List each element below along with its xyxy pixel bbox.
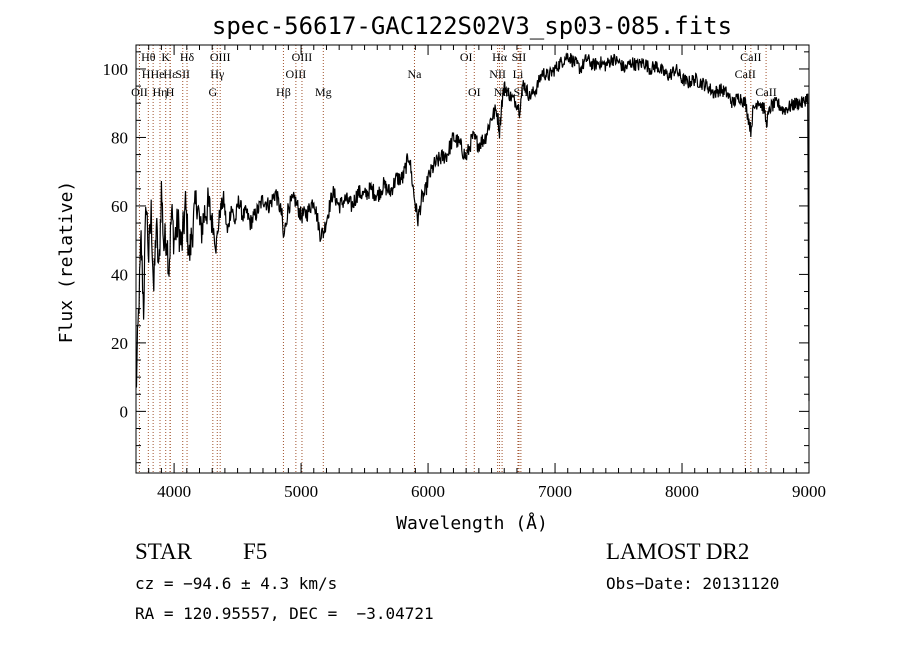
x-tick-label: 7000 (538, 482, 572, 501)
object-subclass: F5 (243, 539, 268, 564)
spectral-line-label: Hε (163, 67, 177, 81)
spectral-line-label: G (208, 85, 217, 99)
spectral-line-label: OIII (286, 67, 307, 81)
observation-date: Obs−Date: 20131120 (606, 574, 780, 593)
spectral-line-label: CaII (755, 85, 776, 99)
spectral-line-label: OII (131, 85, 148, 99)
y-tick-label: 40 (111, 265, 128, 284)
spectral-line-markers (138, 45, 767, 473)
y-tick-label: 80 (111, 128, 128, 147)
y-tick-label: 0 (120, 402, 129, 421)
spectral-line-label: HHe (142, 67, 165, 81)
y-tick-label: 60 (111, 197, 128, 216)
coordinates: RA = 120.95557, DEC = −3.04721 (135, 604, 434, 623)
spectral-line-label: Li (513, 67, 524, 81)
object-class: STAR (135, 539, 192, 564)
plot-frame (135, 44, 810, 474)
spectral-line-label: CaII (735, 67, 756, 81)
spectral-line-label: SII (512, 50, 527, 64)
spectral-line-label: H (166, 85, 175, 99)
spectral-line-label: Hδ (180, 50, 195, 64)
spectral-line-label: Hη (153, 85, 168, 99)
axis-ticks: 4000 5000 6000 7000 8000 9000 0 20 40 60 80 100 (103, 45, 826, 501)
spectral-line-label: Na (407, 67, 422, 81)
x-tick-label: 8000 (665, 482, 699, 501)
survey-label: LAMOST DR2 (606, 539, 750, 564)
x-axis-label: Wavelength (Å) (396, 512, 548, 534)
spectral-line-label: OI (460, 50, 473, 64)
y-tick-label: 20 (111, 334, 128, 353)
x-tick-label: 4000 (157, 482, 191, 501)
spectral-line-label: K (161, 50, 170, 64)
spectral-line-label: OIII (292, 50, 313, 64)
spectral-line-label: CaII (740, 50, 761, 64)
spectral-line-label: OI (468, 85, 481, 99)
x-tick-label: 9000 (792, 482, 826, 501)
spectral-line-label: SII (175, 67, 190, 81)
x-tick-label: 5000 (284, 482, 318, 501)
redshift-value: cz = −94.6 ± 4.3 km/s (135, 574, 338, 593)
y-tick-label: 100 (103, 60, 129, 79)
spectral-line-label: Hγ (210, 67, 225, 81)
spectral-line-label: OIII (210, 50, 231, 64)
spectrum-line (135, 52, 810, 402)
spectral-line-label: Hβ (276, 85, 291, 99)
spectral-line-label: Hα (492, 50, 508, 64)
x-tick-label: 6000 (411, 482, 445, 501)
y-axis-label: Flux (relative) (56, 181, 77, 344)
chart-title: spec-56617-GAC122S02V3_sp03-085.fits (212, 12, 732, 40)
spectral-line-label: Mg (315, 85, 332, 99)
spectral-line-label: Hθ (141, 50, 156, 64)
spectral-line-label: NII (489, 67, 506, 81)
